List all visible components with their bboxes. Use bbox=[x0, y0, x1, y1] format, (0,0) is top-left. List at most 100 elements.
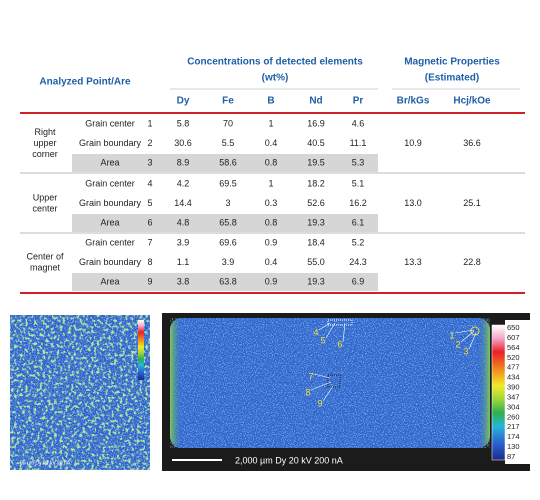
cell: 58.6 bbox=[219, 157, 237, 167]
colorbar-label: 434 bbox=[507, 373, 520, 382]
cell: 5.2 bbox=[352, 237, 365, 247]
cell-hcj: 25.1 bbox=[463, 198, 481, 208]
point-label: 7 bbox=[308, 371, 313, 381]
location: center bbox=[32, 203, 57, 213]
colorbar-label: 520 bbox=[507, 353, 520, 362]
point-leader bbox=[342, 322, 346, 343]
cell: 4.6 bbox=[352, 118, 365, 128]
cell: 5.3 bbox=[352, 157, 365, 167]
cell-br: 13.0 bbox=[404, 198, 422, 208]
cell: 18.4 bbox=[307, 237, 325, 247]
cell: 3 bbox=[225, 198, 230, 208]
cell: 19.3 bbox=[307, 217, 325, 227]
location: Upper bbox=[33, 192, 58, 202]
point-number: 9 bbox=[147, 276, 152, 286]
cell: 16.2 bbox=[349, 198, 367, 208]
colorbar-label: 650 bbox=[507, 323, 520, 332]
column-header: Dy bbox=[177, 96, 190, 107]
point-type: Grain boundary bbox=[79, 198, 142, 208]
column-header: Br/kGs bbox=[397, 96, 430, 107]
cell: 6.1 bbox=[352, 217, 365, 227]
area-row-shade bbox=[72, 214, 378, 232]
point-type: Grain boundary bbox=[79, 138, 142, 148]
header-point: Analyzed Point/Are bbox=[39, 77, 131, 88]
cell: 30.6 bbox=[174, 138, 192, 148]
point-label: 8 bbox=[305, 387, 310, 397]
point-leader bbox=[318, 322, 331, 331]
header-concentrations: (wt%) bbox=[262, 73, 289, 84]
header-concentrations: Concentrations of detected elements bbox=[187, 57, 363, 68]
cell: 16.9 bbox=[307, 118, 325, 128]
point-number: 1 bbox=[147, 118, 152, 128]
cell: 18.2 bbox=[307, 178, 325, 188]
point-number: 8 bbox=[147, 257, 152, 267]
cell: 63.8 bbox=[219, 276, 237, 286]
point-number: 7 bbox=[147, 237, 152, 247]
point-leader bbox=[325, 322, 336, 339]
colorbar-labels-bg bbox=[505, 320, 530, 464]
cell: 70 bbox=[223, 118, 233, 128]
cell: 3.9 bbox=[177, 237, 190, 247]
cell: 69.6 bbox=[219, 237, 237, 247]
area-row-shade bbox=[72, 154, 378, 172]
cell-hcj: 22.8 bbox=[463, 257, 481, 267]
point-type: Grain center bbox=[85, 178, 135, 188]
colorbar-label: 130 bbox=[507, 442, 520, 451]
point-number: 6 bbox=[147, 217, 152, 227]
cell-br: 13.3 bbox=[404, 257, 422, 267]
cell: 5.8 bbox=[177, 118, 190, 128]
cell: 1 bbox=[268, 118, 273, 128]
area-row-shade bbox=[72, 273, 378, 291]
cell: 0.4 bbox=[265, 138, 278, 148]
cell: 40.5 bbox=[307, 138, 325, 148]
cell: 19.5 bbox=[307, 157, 325, 167]
cell-hcj: 36.6 bbox=[463, 138, 481, 148]
column-header: Fe bbox=[222, 96, 234, 107]
point-label: 5 bbox=[320, 335, 325, 345]
cell: 1 bbox=[268, 178, 273, 188]
point-number: 4 bbox=[147, 178, 152, 188]
point-label: 3 bbox=[463, 346, 468, 356]
colorbar-label: 260 bbox=[507, 412, 520, 421]
point-leader bbox=[460, 330, 475, 343]
cell: 0.9 bbox=[265, 237, 278, 247]
colorbar-label: 477 bbox=[507, 363, 520, 372]
point-label: 2 bbox=[455, 339, 460, 349]
point-leader bbox=[310, 381, 332, 391]
cell: 6.9 bbox=[352, 276, 365, 286]
cell: 4.2 bbox=[177, 178, 190, 188]
cell: 0.4 bbox=[265, 257, 278, 267]
point-leader bbox=[454, 329, 475, 334]
cell: 69.5 bbox=[219, 178, 237, 188]
inset-colorbar bbox=[138, 320, 144, 380]
colorbar-label: 564 bbox=[507, 343, 520, 352]
colorbar-label: 217 bbox=[507, 422, 520, 431]
point-label: 9 bbox=[317, 398, 322, 408]
cell: 0.3 bbox=[265, 198, 278, 208]
point-type: Grain center bbox=[85, 118, 135, 128]
inset-label: 50 µm Dy 20 kV 20 nA bbox=[20, 460, 71, 466]
column-header: Nd bbox=[309, 96, 322, 107]
colorbar-label: 607 bbox=[507, 333, 520, 342]
colorbar-label: 87 bbox=[507, 452, 515, 461]
point-label: 4 bbox=[313, 327, 318, 337]
point-type: Area bbox=[100, 276, 119, 286]
header-magnetic: Magnetic Properties bbox=[404, 57, 500, 68]
inset-texture bbox=[10, 315, 150, 470]
cell: 3.8 bbox=[177, 276, 190, 286]
location: corner bbox=[32, 149, 58, 159]
cell: 3.9 bbox=[222, 257, 235, 267]
point-leader bbox=[313, 373, 331, 379]
colorbar bbox=[491, 324, 506, 461]
colorbar-label: 390 bbox=[507, 383, 520, 392]
cell: 19.3 bbox=[307, 276, 325, 286]
point-leader bbox=[322, 385, 334, 402]
cell: 5.1 bbox=[352, 178, 365, 188]
point-label: 6 bbox=[337, 339, 342, 349]
cell: 65.8 bbox=[219, 217, 237, 227]
magnet-edge bbox=[170, 318, 490, 448]
